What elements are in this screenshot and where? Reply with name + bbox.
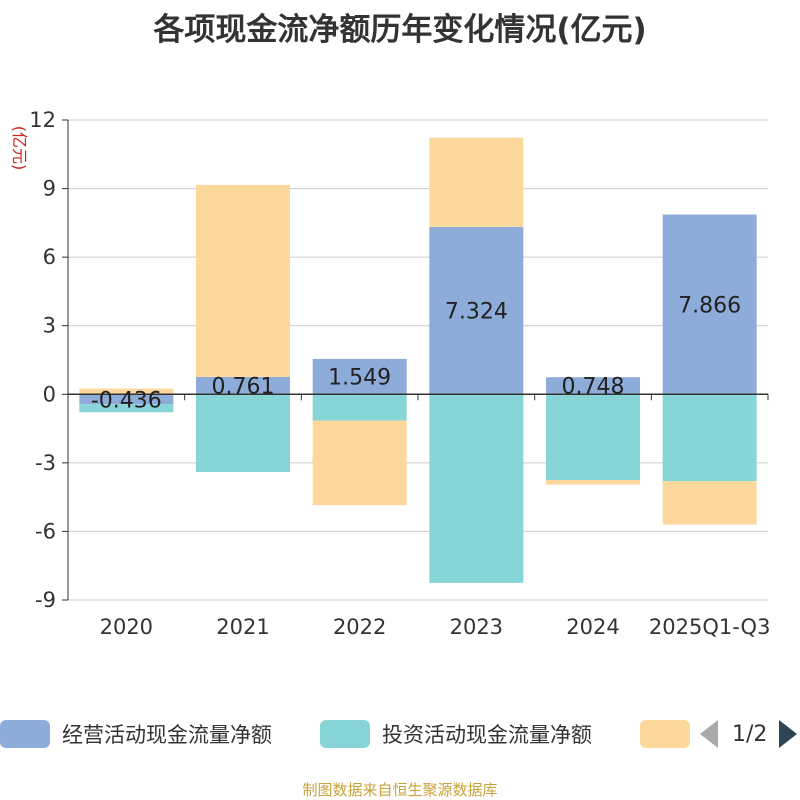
bar-1-2022[interactable]: [312, 358, 407, 395]
y-tick-label: 12: [29, 108, 56, 132]
x-tick-label: 2021: [216, 615, 269, 639]
bar-2-2025Q1-Q3[interactable]: [662, 394, 757, 482]
legend-label-operating: 经营活动现金流量净额: [62, 723, 272, 747]
legend-swatch-investing: [320, 720, 370, 748]
data-label: 1.549: [328, 366, 391, 391]
bar-1-2025Q1-Q3[interactable]: [662, 214, 757, 395]
source-note: 制图数据来自恒生聚源数据库: [302, 781, 498, 799]
legend-item-investing[interactable]: 投资活动现金流量净额: [320, 714, 592, 754]
data-label: 0.748: [562, 375, 625, 400]
legend-swatch-financing: [640, 720, 690, 748]
legend-swatch-operating: [0, 720, 50, 748]
legend-pager: 1/2: [700, 714, 798, 754]
data-label: 7.866: [678, 293, 741, 318]
y-axis-unit-label: (亿元): [10, 126, 29, 171]
bar-3-2020[interactable]: [79, 388, 174, 395]
data-label: 0.761: [212, 375, 275, 400]
bar-3-2023[interactable]: [429, 137, 524, 227]
y-tick-label: -3: [35, 451, 56, 475]
y-tick-label: 6: [43, 245, 56, 269]
y-tick-label: 0: [43, 382, 56, 406]
pager-page-indicator: 1/2: [732, 721, 768, 747]
bar-1-2020[interactable]: [79, 394, 174, 405]
bar-3-2024[interactable]: [546, 480, 640, 485]
bar-2-2020[interactable]: [79, 404, 174, 413]
y-tick-label: 9: [43, 177, 56, 201]
bar-2-2021[interactable]: [196, 394, 290, 472]
pager-next-icon[interactable]: [779, 720, 798, 748]
y-tick-label: -9: [35, 588, 56, 612]
x-tick-label: 2020: [100, 615, 153, 639]
bar-1-2023[interactable]: [429, 226, 524, 395]
chart-title: 各项现金流净额历年变化情况(亿元): [153, 12, 647, 48]
data-label: -0.436: [91, 388, 162, 413]
bar-2-2024[interactable]: [546, 394, 640, 480]
x-tick-label: 2023: [450, 615, 503, 639]
pager-prev-icon[interactable]: [700, 720, 718, 748]
bar-1-2024[interactable]: [546, 377, 640, 395]
bar-3-2025Q1-Q3[interactable]: [662, 481, 757, 525]
x-tick-label: 2022: [333, 615, 386, 639]
legend-item-financing[interactable]: [640, 714, 690, 754]
y-tick-label: 3: [43, 314, 56, 338]
bar-2-2022[interactable]: [312, 394, 407, 421]
bar-1-2021[interactable]: [196, 376, 290, 395]
bar-3-2022[interactable]: [312, 420, 407, 506]
data-label: 7.324: [445, 300, 508, 325]
legend-item-operating[interactable]: 经营活动现金流量净额: [0, 714, 272, 754]
bar-3-2021[interactable]: [196, 184, 290, 377]
legend: 经营活动现金流量净额 投资活动现金流量净额 1/2: [0, 714, 800, 754]
legend-label-investing: 投资活动现金流量净额: [382, 723, 592, 747]
bar-2-2023[interactable]: [429, 394, 524, 583]
y-tick-label: -6: [35, 519, 56, 543]
x-tick-label: 2024: [566, 615, 619, 639]
x-tick-label: 2025Q1-Q3: [649, 615, 771, 639]
